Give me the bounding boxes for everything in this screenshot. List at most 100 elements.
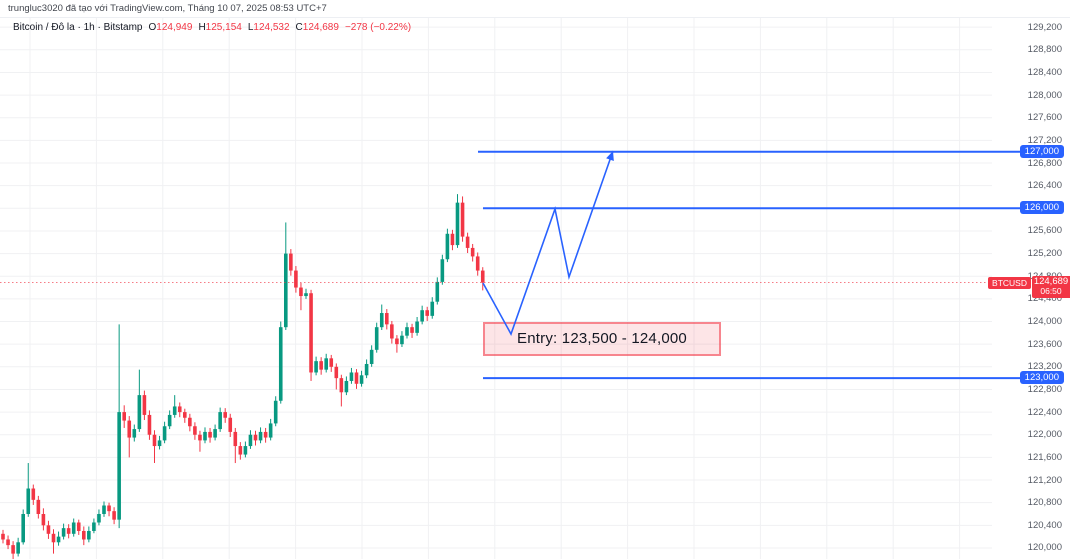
candle-body [223, 412, 227, 418]
candle-body [172, 406, 177, 415]
candle-body [268, 423, 273, 438]
candle-body [258, 431, 263, 441]
candle-body [309, 293, 313, 373]
candle-body [420, 310, 424, 322]
candle-body [243, 446, 248, 455]
entry-annotation-box[interactable]: Entry: 123,500 - 124,000 [483, 321, 721, 356]
price-change: −278 (−0.22%) [344, 22, 412, 33]
candle-body [410, 327, 414, 333]
candle-body [400, 335, 404, 345]
candle-body [6, 539, 10, 546]
candles [1, 194, 485, 559]
candle-body [31, 488, 36, 500]
candle-body [339, 378, 344, 393]
ohlc-o-value: O 124,949 [148, 22, 193, 33]
candle-body [455, 202, 460, 246]
candle-body [344, 380, 349, 393]
candle-body [395, 338, 399, 345]
candle-body [228, 417, 233, 432]
candle-body [385, 313, 389, 325]
candle-body [238, 446, 243, 455]
candle-body [198, 434, 202, 441]
candle-body [11, 545, 15, 554]
candle-body [334, 366, 339, 379]
candle-body [294, 270, 298, 288]
candle-body [51, 533, 56, 543]
candle-body [102, 505, 106, 514]
candle-body [289, 253, 293, 271]
candle-body [440, 259, 445, 282]
candle-body [379, 313, 384, 328]
candle-body [445, 233, 450, 260]
candle-body [203, 431, 207, 441]
candle-body [284, 253, 288, 328]
candle-body [354, 372, 359, 384]
candle-body [263, 431, 268, 438]
ohlc-h-value: H 125,154 [198, 22, 242, 33]
candle-body [369, 349, 374, 364]
candle-body [349, 372, 354, 381]
candle-body [304, 293, 308, 297]
candle-body [364, 363, 369, 376]
candle-body [71, 522, 76, 534]
candle-body [324, 358, 328, 370]
candle-body [92, 522, 96, 531]
candle-body [87, 530, 91, 540]
candle-body [253, 434, 258, 441]
candle-body [435, 281, 440, 302]
symbol-legend[interactable]: Bitcoin / Đô la · 1h · Bitstamp O 124,949… [13, 22, 411, 33]
candle-body [167, 414, 172, 427]
candle-body [127, 420, 132, 438]
candle-body [405, 327, 409, 336]
candle-body [97, 513, 101, 523]
candle-body [56, 536, 61, 543]
candle-body [112, 511, 116, 520]
symbol-title[interactable]: Bitcoin / Đô la · 1h · Bitstamp [13, 22, 143, 33]
candle-body [430, 301, 435, 316]
candle-body [26, 488, 31, 514]
ohlc-values: O 124,949 H 125,154 L 124,532 C 124,689 [149, 22, 339, 33]
candle-body [299, 287, 303, 297]
candle-body [76, 522, 81, 531]
ohlc-l-value: L 124,532 [247, 22, 290, 33]
candle-body [107, 505, 111, 512]
candle-body [132, 429, 137, 438]
candle-body [1, 533, 5, 540]
gridlines [0, 18, 992, 559]
candle-body [248, 434, 253, 447]
candle-body [61, 528, 66, 537]
candle-body [188, 417, 192, 427]
candle-body [374, 327, 379, 350]
entry-annotation-label: Entry: 123,500 - 124,000 [517, 330, 687, 347]
candle-body [425, 310, 429, 316]
candle-body [36, 499, 41, 514]
candle-body [183, 412, 187, 418]
ohlc-c-value: C 124,689 [295, 22, 339, 33]
candle-body [233, 431, 238, 447]
candle-body [278, 327, 283, 401]
candle-body [329, 358, 334, 367]
candle-body [193, 426, 197, 435]
candle-body [122, 412, 126, 421]
candle-body [470, 247, 475, 257]
candle-body [46, 525, 51, 534]
candle-body [218, 412, 222, 430]
candle-body [142, 395, 147, 415]
candle-body [475, 256, 480, 271]
candle-body [480, 270, 485, 283]
candle-body [21, 513, 25, 543]
candle-body [16, 542, 20, 554]
candle-body [152, 434, 157, 447]
candle-body [117, 412, 121, 520]
candle-body [415, 321, 419, 333]
candle-body [450, 233, 455, 246]
candle-body [177, 406, 182, 413]
candle-body [314, 361, 318, 373]
attribution-bar: trungluc3020 đã tạo với TradingView.com,… [0, 0, 1070, 18]
candle-body [157, 440, 162, 447]
candle-body [213, 429, 217, 438]
candle-body [147, 414, 152, 435]
candle-body [137, 395, 142, 430]
